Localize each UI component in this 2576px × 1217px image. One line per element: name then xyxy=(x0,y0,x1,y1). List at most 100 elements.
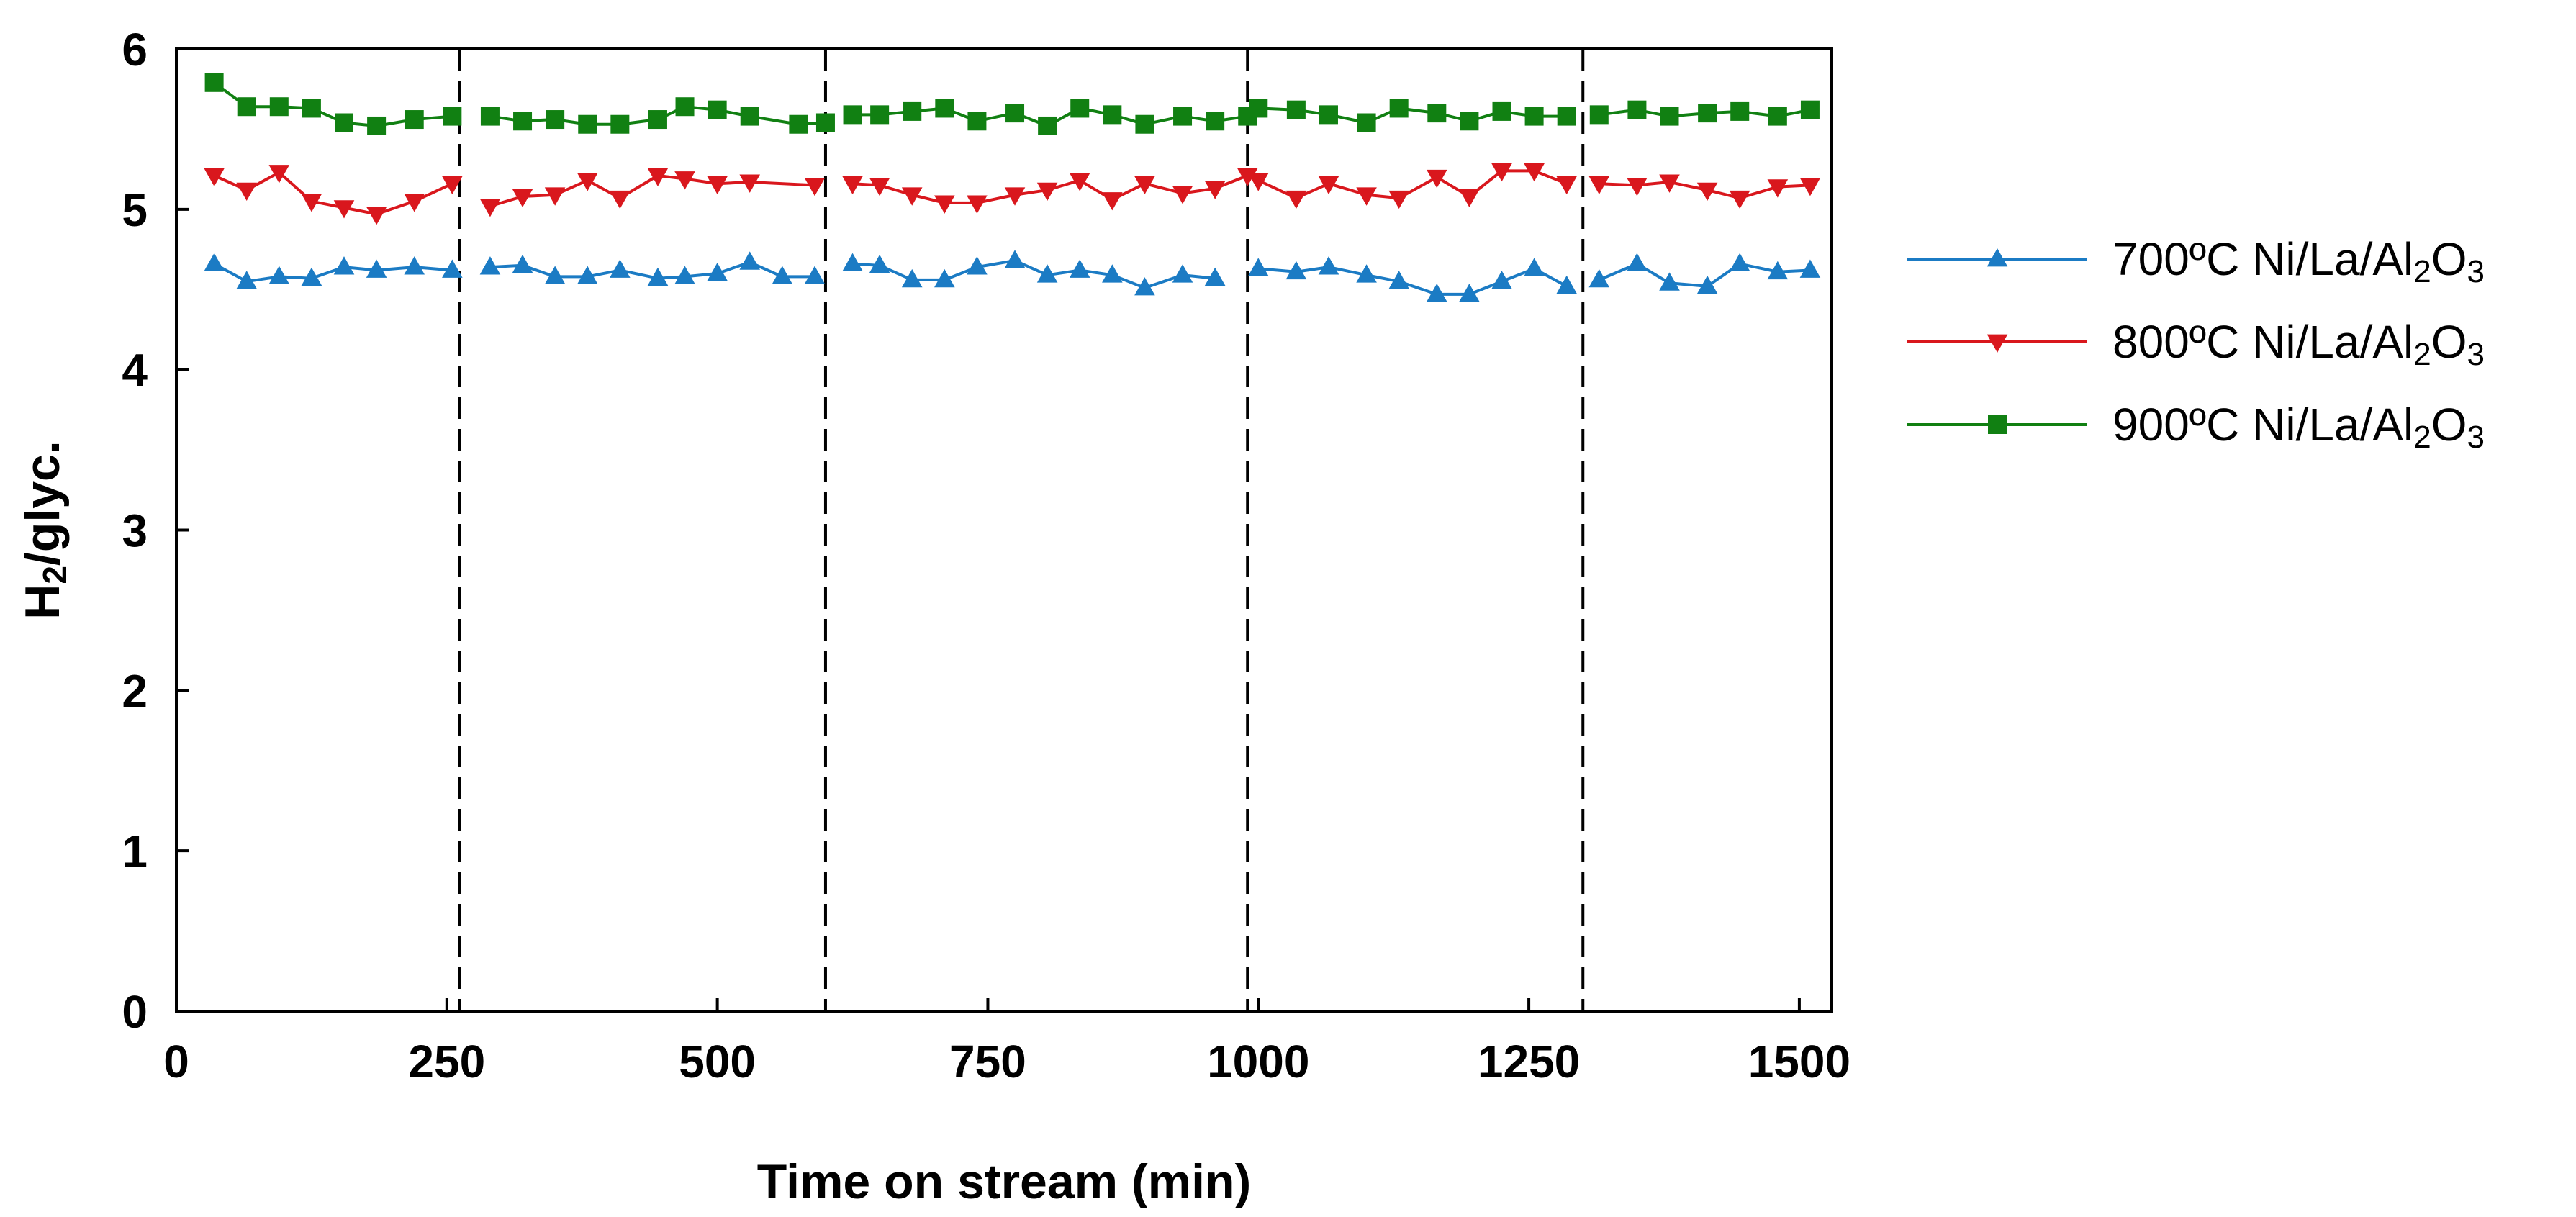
data-point xyxy=(1286,100,1306,119)
series-triangle-down xyxy=(204,163,1821,225)
data-point xyxy=(577,173,598,191)
data-point xyxy=(301,267,322,286)
data-point xyxy=(1696,275,1718,294)
x-tick-label: 1000 xyxy=(1207,1036,1309,1087)
data-point xyxy=(268,165,290,184)
data-point xyxy=(1589,105,1609,125)
data-point xyxy=(1237,168,1258,186)
data-point xyxy=(648,110,667,130)
data-point xyxy=(237,97,256,117)
data-point xyxy=(1005,104,1025,123)
data-point xyxy=(1069,173,1090,191)
y-tick-label: 5 xyxy=(122,184,148,236)
data-point xyxy=(405,110,424,130)
legend-subscript: 2 xyxy=(2413,337,2431,372)
legend-subscript: 3 xyxy=(2467,420,2485,455)
data-point xyxy=(404,194,425,212)
data-point xyxy=(1696,182,1718,202)
legend-item: 700ºC Ni/La/Al2O3 xyxy=(1907,233,2485,289)
data-point xyxy=(1588,176,1610,195)
data-point xyxy=(804,178,826,196)
data-point xyxy=(204,73,224,92)
data-point xyxy=(1556,275,1577,294)
data-point xyxy=(366,207,387,225)
y-axis-title-rest: /glyc. xyxy=(15,440,70,566)
data-point xyxy=(870,105,890,125)
data-point xyxy=(333,256,355,275)
legend-text: O xyxy=(2431,233,2467,285)
data-point xyxy=(1524,163,1545,182)
data-point xyxy=(1987,248,2008,267)
legend-subscript: 3 xyxy=(2467,254,2485,289)
x-tick-label: 0 xyxy=(163,1036,189,1087)
data-point xyxy=(1660,107,1679,126)
legend-text: O xyxy=(2431,316,2467,368)
data-point xyxy=(335,113,354,132)
data-point xyxy=(1102,264,1123,283)
data-point xyxy=(1356,187,1377,206)
data-point xyxy=(674,171,695,190)
y-axis-title: H2/glyc. xyxy=(15,440,73,620)
series-square xyxy=(204,73,1820,135)
data-point xyxy=(1247,258,1269,276)
data-point xyxy=(479,256,501,275)
data-point xyxy=(236,182,258,202)
data-point xyxy=(804,266,826,284)
data-point xyxy=(367,116,387,135)
data-point xyxy=(1987,334,2008,353)
data-point xyxy=(901,187,923,206)
data-point xyxy=(1698,104,1717,123)
data-point xyxy=(577,266,598,284)
x-tick-label: 500 xyxy=(679,1036,756,1087)
data-point xyxy=(236,271,258,289)
data-point xyxy=(967,256,988,275)
data-point xyxy=(366,259,387,278)
data-point xyxy=(934,268,955,288)
data-point xyxy=(1249,99,1268,118)
data-point xyxy=(544,187,566,206)
data-point xyxy=(708,100,727,119)
data-point xyxy=(739,174,761,193)
data-point xyxy=(204,168,225,186)
data-point xyxy=(869,178,890,196)
y-axis-title-sub: 2 xyxy=(36,566,73,584)
data-point xyxy=(1524,107,1544,126)
y-tick-label: 1 xyxy=(122,825,148,877)
legend-label: 800ºC Ni/La/Al2O3 xyxy=(2112,316,2485,372)
data-point xyxy=(1135,114,1154,134)
data-point xyxy=(1557,107,1576,126)
data-point xyxy=(1659,174,1680,193)
data-point xyxy=(1172,264,1193,283)
y-axis-title-main: H xyxy=(15,584,70,620)
data-point xyxy=(1491,163,1512,182)
data-point xyxy=(578,114,597,134)
data-point xyxy=(1070,99,1090,118)
data-point xyxy=(647,168,669,186)
series-triangle-up xyxy=(204,250,1821,302)
data-point xyxy=(1459,189,1480,207)
data-point xyxy=(772,266,793,284)
data-point xyxy=(1206,112,1225,131)
series-line xyxy=(489,261,815,280)
data-point xyxy=(1627,100,1647,119)
data-point xyxy=(1036,264,1058,283)
legend-subscript: 3 xyxy=(2467,337,2485,372)
data-point xyxy=(1173,107,1193,126)
data-point xyxy=(1767,179,1789,198)
data-point xyxy=(546,110,565,130)
data-point xyxy=(1800,100,1820,119)
data-point xyxy=(1729,253,1750,271)
data-point xyxy=(1318,176,1339,195)
y-tick-label: 2 xyxy=(122,665,148,717)
data-point xyxy=(204,253,225,271)
data-point xyxy=(268,266,290,284)
x-axis: 0 250 500 750 1000 1250 1500 xyxy=(163,998,1850,1087)
data-point xyxy=(610,259,631,278)
data-point xyxy=(1524,258,1545,276)
data-point xyxy=(707,263,728,281)
data-point xyxy=(842,176,863,195)
legend-item: 800ºC Ni/La/Al2O3 xyxy=(1907,316,2485,372)
data-point xyxy=(1388,190,1409,209)
data-point xyxy=(815,113,835,132)
data-point xyxy=(610,190,631,209)
